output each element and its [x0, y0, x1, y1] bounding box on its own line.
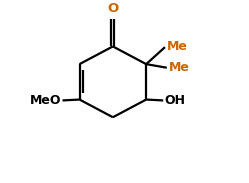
Text: Me: Me [167, 40, 188, 53]
Text: O: O [107, 2, 119, 15]
Text: MeO: MeO [30, 94, 61, 107]
Text: OH: OH [165, 94, 186, 107]
Text: Me: Me [169, 61, 190, 74]
